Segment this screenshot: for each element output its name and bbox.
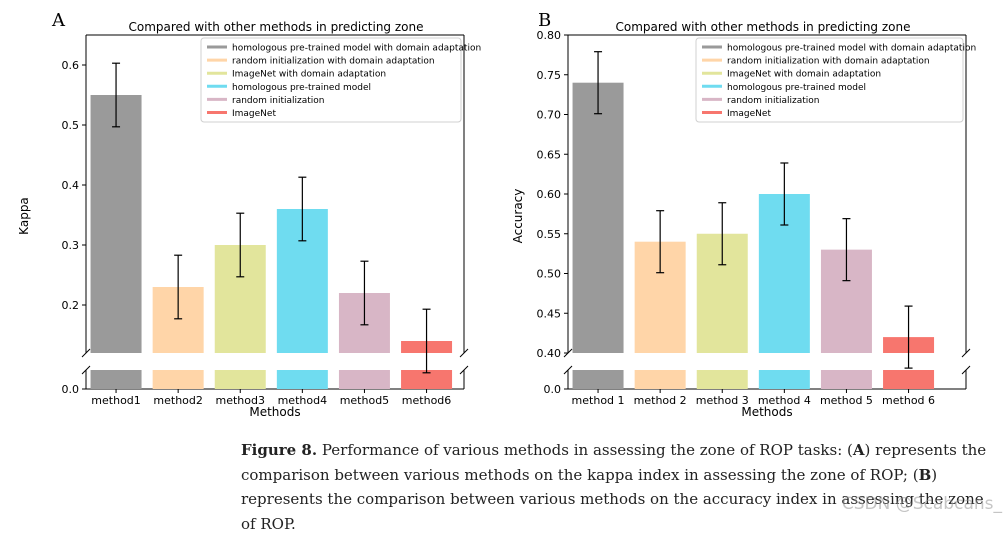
panel-b-ytick-label: 0.80 (537, 29, 562, 42)
panel-b-break-mark (961, 365, 971, 375)
caption-label-b: B (918, 465, 932, 484)
panel-b-ytick-label: 0.60 (537, 188, 562, 201)
panel-b-ytick-label: 0.65 (537, 148, 562, 161)
panel-a-legend-label-5: random initialization (232, 96, 325, 106)
panel-b-ytick-label: 0.45 (537, 307, 562, 320)
panel-b-bar-3-lower (696, 370, 748, 389)
panel-a-title: Compared with other methods in predictin… (128, 20, 423, 34)
panel-a-break-mark (459, 365, 469, 375)
caption-label-a: A (852, 441, 865, 459)
panel-b-bar-5-lower (820, 370, 872, 389)
panel-b-ytick-label: 0.55 (537, 228, 562, 241)
panel-a-xtick-label-4: method4 (278, 394, 327, 407)
panel-b-ytick-zero-label: 0.0 (544, 383, 562, 396)
panel-a-xtick-label-6: method6 (402, 394, 451, 407)
panel-b-legend-label-6: ImageNet (727, 109, 771, 119)
caption-text-1: Performance of various methods in assess… (317, 441, 853, 459)
panel-b-letter: B (538, 10, 551, 31)
panel-a-xtick-label-5: method5 (340, 394, 389, 407)
panel-a-bar-1-lower (90, 370, 142, 389)
panel-b-ytick-label: 0.40 (537, 347, 562, 360)
panel-a-bar-6-lower (401, 370, 453, 389)
panel-a-bar-2-lower (152, 370, 204, 389)
panel-a-bar-3-lower (214, 370, 266, 389)
panel-b-xtick-label-2: method 2 (634, 394, 687, 407)
panel-b-ytick-label: 0.70 (537, 109, 562, 122)
panel-a-ytick-zero-label: 0.0 (62, 383, 80, 396)
panel-b-ytick-label: 0.75 (537, 69, 562, 82)
panel-a-ylabel: Kappa (17, 197, 31, 235)
panel-b-bar-1-lower (572, 370, 624, 389)
panel-b-xtick-label-1: method 1 (572, 394, 625, 407)
panel-b-break-mark (563, 365, 573, 375)
panel-a-letter: A (51, 10, 66, 31)
panel-a-legend-box (200, 37, 462, 123)
panel-b-xlabel: Methods (741, 405, 792, 419)
panel-b-legend-box (695, 37, 964, 123)
panel-b-legend-label-3: ImageNet with domain adaptation (727, 70, 881, 80)
panel-b-bar-6-lower (883, 370, 935, 389)
panel-b-xtick-label-6: method 6 (882, 394, 935, 407)
panel-a-break-mark (459, 348, 469, 358)
panel-a-ytick-label: 0.2 (62, 299, 80, 312)
panel-b-ylabel: Accuracy (511, 189, 525, 244)
panel-a-break-mark (81, 348, 91, 358)
caption-figure-label: Figure 8. (241, 441, 318, 459)
panel-a-legend-label-6: ImageNet (232, 109, 276, 119)
watermark: CSDN @Scabcans_ (841, 494, 1002, 514)
panel-b-legend-label-4: homologous pre-trained model (727, 83, 866, 93)
panel-b-bar-1 (572, 82, 624, 353)
panel-b-title: Compared with other methods in predictin… (615, 20, 910, 34)
caption-text-2: ) represents the comparison between vari… (241, 441, 987, 484)
panel-a-ytick-label: 0.3 (62, 239, 80, 252)
panel-b-xtick-label-3: method 3 (696, 394, 749, 407)
panel-b-bar-4-lower (758, 370, 810, 389)
panel-b-ytick-label: 0.50 (537, 268, 562, 281)
panel-b-xtick-label-5: method 5 (820, 394, 873, 407)
panel-b-break-mark (961, 348, 971, 358)
panel-a-xtick-label-3: method3 (216, 394, 265, 407)
panel-a-legend-label-1: homologous pre-trained model with domain… (232, 44, 481, 54)
panel-b-legend-label-2: random initialization with domain adapta… (727, 57, 930, 67)
panel-a-bar-4-lower (276, 370, 328, 389)
figure-canvas: A Compared with other methods in predicti… (17, 10, 976, 419)
panel-b-bar-2-lower (634, 370, 686, 389)
panel-a-xlabel: Methods (249, 405, 300, 419)
panel-a-legend-label-3: ImageNet with domain adaptation (232, 70, 386, 80)
panel-b-xtick-label-4: method 4 (758, 394, 811, 407)
panel-a-ytick-label: 0.4 (62, 179, 80, 192)
panel-a-xtick-label-1: method1 (91, 394, 140, 407)
panel-a-break-mark (81, 365, 91, 375)
panel-a-ytick-label: 0.5 (62, 119, 80, 132)
panel-a-bar-1 (90, 95, 142, 353)
panel-a-bar-5-lower (338, 370, 390, 389)
panel-a-ytick-label: 0.6 (62, 59, 80, 72)
panel-a-legend-label-4: homologous pre-trained model (232, 83, 371, 93)
figure-caption: Figure 8. Performance of various methods… (241, 438, 996, 536)
panel-b-legend-label-5: random initialization (727, 96, 820, 106)
panel-a-xtick-label-2: method2 (153, 394, 202, 407)
panel-a-legend-label-2: random initialization with domain adapta… (232, 57, 435, 67)
panel-b-legend-label-1: homologous pre-trained model with domain… (727, 44, 976, 54)
